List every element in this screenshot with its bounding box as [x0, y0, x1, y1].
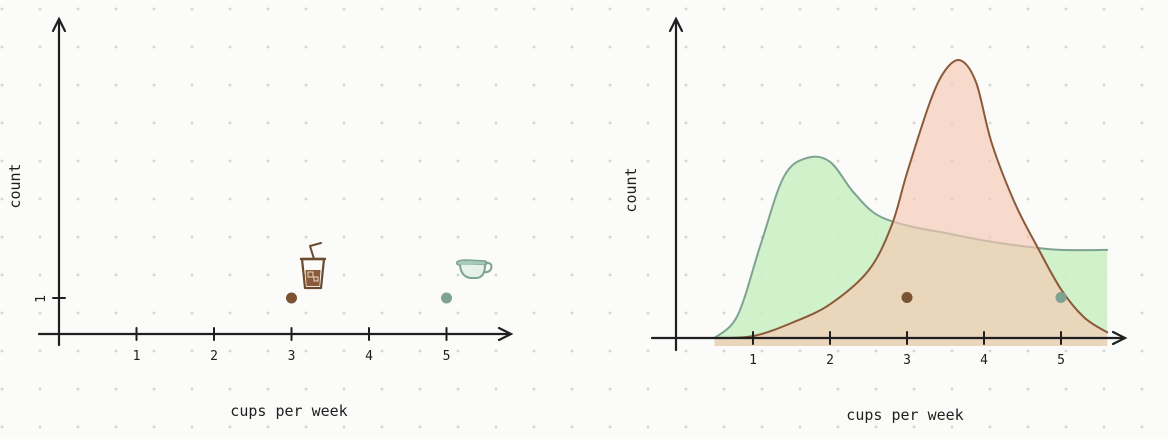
- left-x-tick-label: 5: [443, 349, 451, 364]
- right-x-ticks: 1 2 3 4 5: [749, 331, 1065, 368]
- left-x-tick-label: 4: [365, 349, 373, 364]
- right-density-areas: [713, 58, 1109, 347]
- left-y-tick-label: 1: [34, 295, 49, 303]
- left-data-point: [286, 292, 297, 304]
- left-y-ticks: 1: [34, 295, 66, 303]
- right-x-axis-label: cups per week: [846, 406, 963, 424]
- left-data-point: [441, 292, 452, 304]
- right-x-tick-label: 4: [980, 353, 988, 368]
- density-curve-2: [713, 58, 1109, 339]
- density-area-fill-2: [714, 59, 1108, 347]
- right-y-axis-arrow: [668, 16, 684, 33]
- left-x-tick-label: 3: [288, 349, 296, 364]
- right-x-tick-label: 5: [1057, 353, 1065, 368]
- right-y-axis-label: count: [622, 167, 640, 212]
- left-x-tick-label: 1: [133, 349, 141, 364]
- left-chart: 1 2 3 4 5 1 cups per week count: [6, 16, 514, 420]
- teacup-icon: [455, 259, 493, 279]
- left-points: [286, 292, 452, 304]
- right-points: [901, 292, 1067, 303]
- right-data-point: [901, 292, 913, 303]
- left-x-tick-label: 2: [210, 349, 218, 364]
- right-x-tick-label: 3: [903, 353, 911, 368]
- right-x-axis-arrow: [1111, 330, 1128, 346]
- right-chart: 1 2 3 4 5 cups per week count: [622, 16, 1128, 424]
- left-x-axis-arrow: [497, 326, 514, 342]
- left-x-ticks: 1 2 3 4 5: [133, 327, 451, 364]
- left-y-axis-label: count: [6, 163, 24, 208]
- iced-coffee-icon: [299, 242, 327, 290]
- right-data-point: [1055, 292, 1067, 303]
- right-x-tick-label: 1: [749, 353, 757, 368]
- left-x-axis-label: cups per week: [230, 402, 347, 420]
- left-y-axis-arrow: [51, 16, 67, 33]
- right-x-tick-label: 2: [826, 353, 834, 368]
